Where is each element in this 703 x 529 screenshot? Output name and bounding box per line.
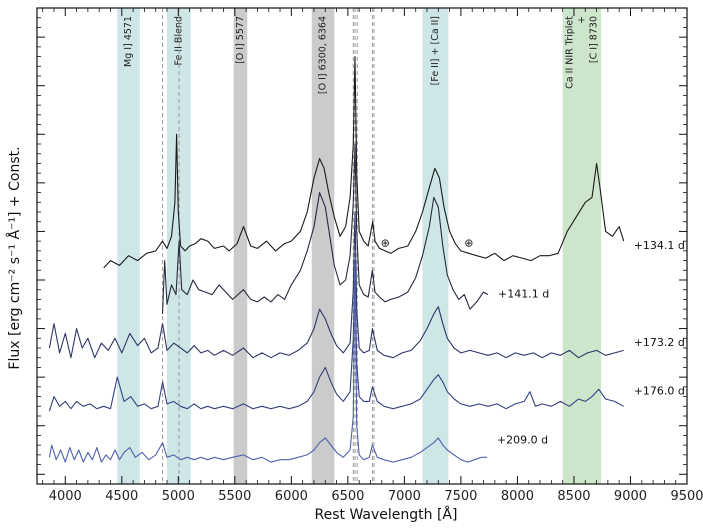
reference-lines [162,8,375,484]
epoch-label-3: +176.0 d [634,385,685,398]
telluric-marker-0: ⊕ [381,237,390,250]
series-3 [48,264,624,412]
band-label-4-0: [Fe II] + [Ca II] [430,16,441,85]
x-tick-label-3: 5500 [218,489,251,504]
x-tick-label-4: 6000 [275,489,308,504]
telluric-marker-1: ⊕ [464,237,473,250]
series-4 [48,260,487,463]
epoch-label-0: +134.1 d [634,239,685,252]
series-0 [103,56,625,269]
x-tick-label-1: 4500 [105,489,138,504]
epoch-labels: +134.1 d +141.1 d +173.2 d +176.0 d +209.0 d… [381,237,685,447]
band-5 [562,8,602,484]
plot-axes: 4000 4500 5000 5500 6000 6500 7000 7500 8000 8500… [36,7,703,504]
y-axis-title: Flux [erg cm⁻² s⁻¹ Å⁻¹] + Const. [6,146,23,369]
epoch-label-1: +141.1 d [498,288,549,301]
x-tick-label-5: 6500 [331,489,364,504]
x-tick-label-11: 9500 [670,489,703,504]
plot-frame [36,7,688,485]
x-tick-label-6: 7000 [388,489,421,504]
band-label-5-0: Ca II NIR Triplet [564,16,575,89]
band-label-1-0: Fe II Blend [173,16,184,66]
x-tick-label-2: 5000 [162,489,195,504]
band-label-2-0: [O I] 5577 [235,16,246,64]
series-2 [48,211,624,359]
epoch-label-2: +173.2 d [634,336,685,349]
band-label-0-0: Mg I] 4571 [123,16,134,67]
band-label-3-0: [O I] 6300, 6364 [318,16,329,94]
x-tick-label-0: 4000 [49,489,82,504]
x-tick-label-9: 8500 [557,489,590,504]
spectra-series [48,56,625,463]
series-1 [161,143,489,315]
x-axis-title: Rest Wavelength [Å] [315,506,458,523]
x-tick-label-7: 7500 [444,489,477,504]
band-4 [422,8,449,484]
band-label-5-2: [C I] 8730 [588,16,599,63]
epoch-label-4: +209.0 d [497,433,548,446]
x-tick-label-10: 9000 [614,489,647,504]
band-3 [311,8,335,484]
band-label-5-1: + [576,16,587,24]
band-0 [117,8,140,484]
x-tick-label-8: 8000 [501,489,534,504]
band-2 [233,8,248,484]
